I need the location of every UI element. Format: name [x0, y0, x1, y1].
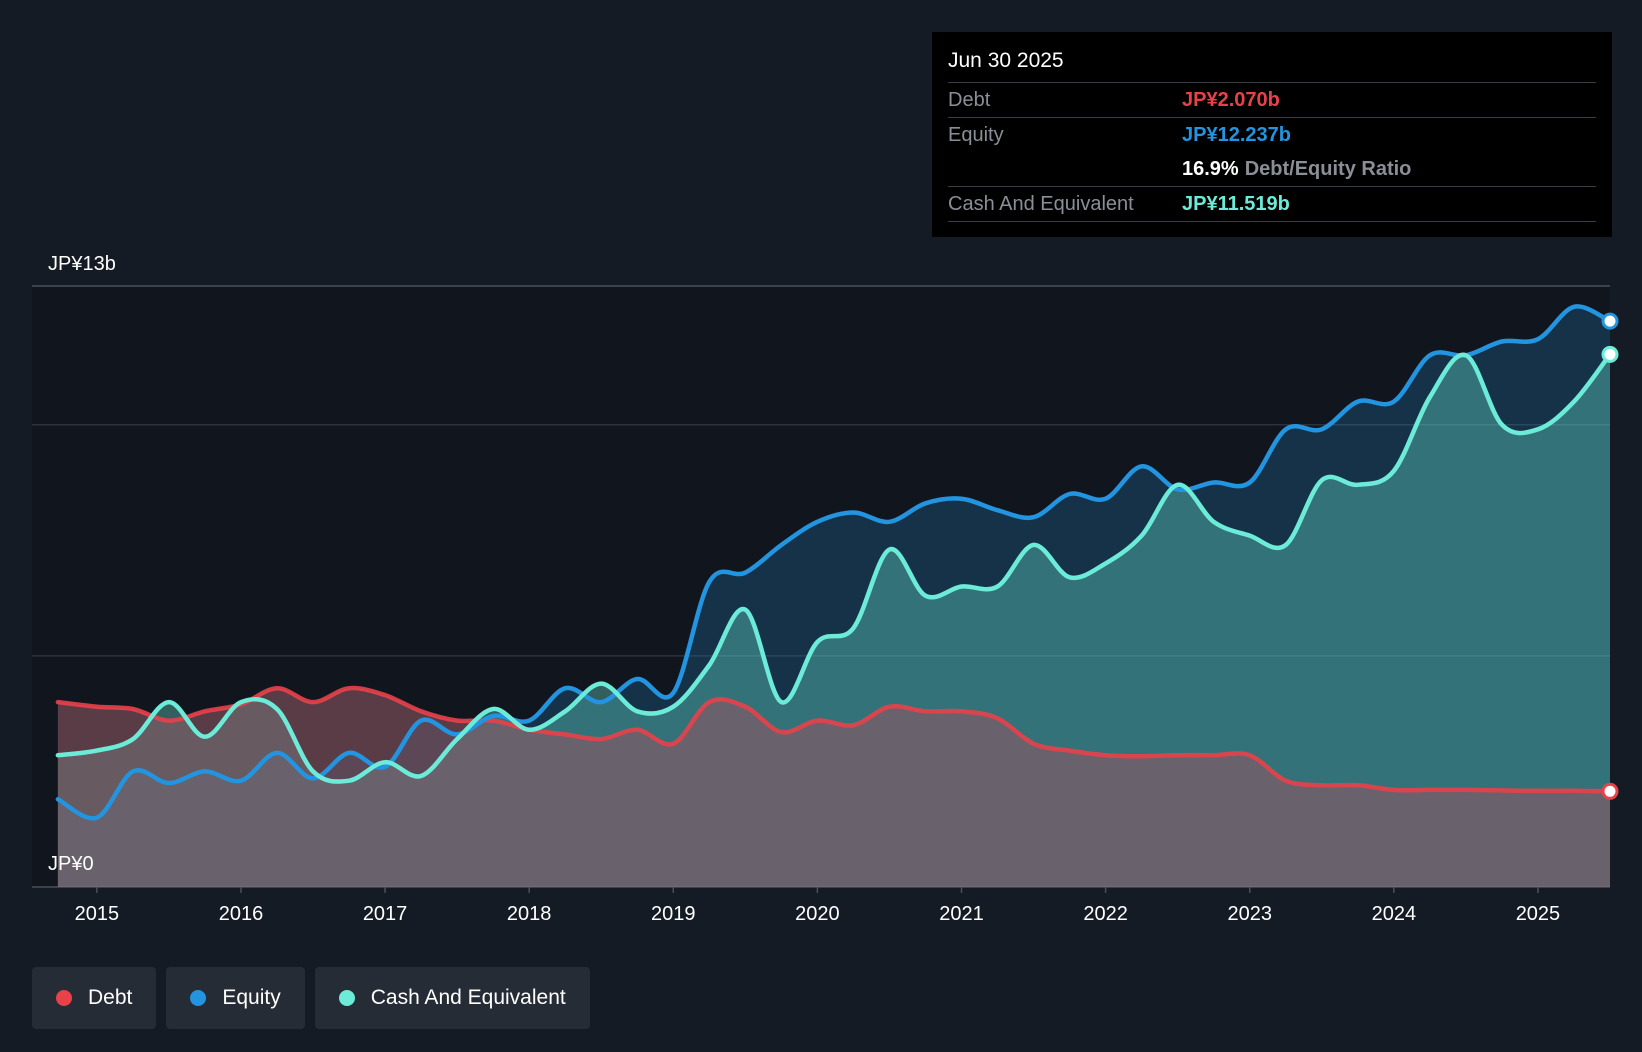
x-tick-label-2021: 2021	[939, 903, 984, 925]
tooltip-debt-label: Debt	[948, 89, 991, 111]
legend-debt-dot-icon	[56, 990, 72, 1006]
legend-equity-label: Equity	[222, 986, 281, 1009]
tooltip-ratio-spacer	[948, 152, 1182, 186]
legend-item-cash[interactable]: Cash And Equivalent	[314, 967, 590, 1029]
legend-cash-label: Cash And Equivalent	[370, 986, 566, 1009]
line-debt	[55, 685, 1613, 794]
y-tick-label-top: JP¥13b	[48, 253, 116, 275]
x-tick-label-2017: 2017	[363, 903, 408, 925]
y-tick-label-bottom: JP¥0	[48, 853, 94, 875]
area-debt	[57, 688, 1610, 887]
tooltip-cash-value: JP¥11.519b	[1182, 193, 1290, 215]
area-equity	[57, 306, 1610, 887]
line-cash	[55, 352, 1613, 784]
x-tick-label-2015: 2015	[75, 903, 120, 925]
tooltip-debt-row: Debt JP¥2.070b	[948, 83, 1596, 118]
line-equity	[55, 304, 1613, 821]
tooltip-ratio-label: Debt/Equity Ratio	[1244, 158, 1412, 180]
x-tick-label-2024: 2024	[1372, 903, 1417, 925]
x-tick-label-2018: 2018	[507, 903, 552, 925]
x-tick-label-2025: 2025	[1516, 903, 1561, 925]
x-tick-label-2023: 2023	[1227, 903, 1272, 925]
tooltip-ratio-value: 16.9%	[1182, 158, 1239, 180]
grid-lines	[32, 285, 1610, 888]
legend-cash-dot-icon	[338, 990, 355, 1006]
tooltip-equity-row: Equity JP¥12.237b	[948, 118, 1596, 152]
legend-item-debt[interactable]: Debt	[32, 967, 157, 1029]
tooltip-equity-label: Equity	[948, 124, 1004, 146]
tooltip-panel: Jun 30 2025 Debt JP¥2.070b Equity JP¥12.…	[932, 32, 1612, 237]
tooltip-equity-value: JP¥12.237b	[1182, 124, 1291, 146]
legend-debt-label: Debt	[88, 986, 133, 1009]
x-axis-ticks: 2015 2016 2017 2018 2019 2020 2021 2022 2023 2024…	[75, 887, 1561, 925]
tooltip-cash-row: Cash And Equivalent JP¥11.519b	[948, 187, 1596, 222]
marker-debt	[1601, 782, 1619, 800]
tooltip-cash-label: Cash And Equivalent	[948, 193, 1134, 215]
x-tick-label-2022: 2022	[1083, 903, 1128, 925]
marker-equity	[1601, 312, 1619, 330]
end-markers	[1601, 312, 1619, 800]
tooltip-ratio-row: 16.9% Debt/Equity Ratio	[948, 152, 1596, 187]
series-lines	[55, 304, 1613, 821]
area-debt-overlay	[57, 688, 1610, 887]
legend-equity-dot-icon	[190, 990, 207, 1006]
tooltip-date: Jun 30 2025	[948, 46, 1596, 83]
legend-item-equity[interactable]: Equity	[166, 967, 305, 1029]
marker-cash	[1601, 345, 1619, 363]
legend: Debt Equity Cash And Equivalent	[32, 967, 590, 1029]
x-tick-label-2020: 2020	[795, 903, 840, 925]
tooltip-debt-value: JP¥2.070b	[1182, 89, 1280, 111]
x-tick-label-2016: 2016	[219, 903, 264, 925]
x-tick-label-2019: 2019	[651, 903, 696, 925]
